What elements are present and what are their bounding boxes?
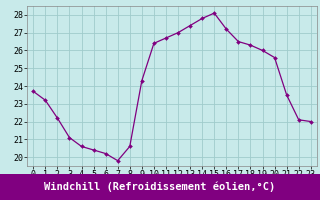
Text: Windchill (Refroidissement éolien,°C): Windchill (Refroidissement éolien,°C) [44, 182, 276, 192]
